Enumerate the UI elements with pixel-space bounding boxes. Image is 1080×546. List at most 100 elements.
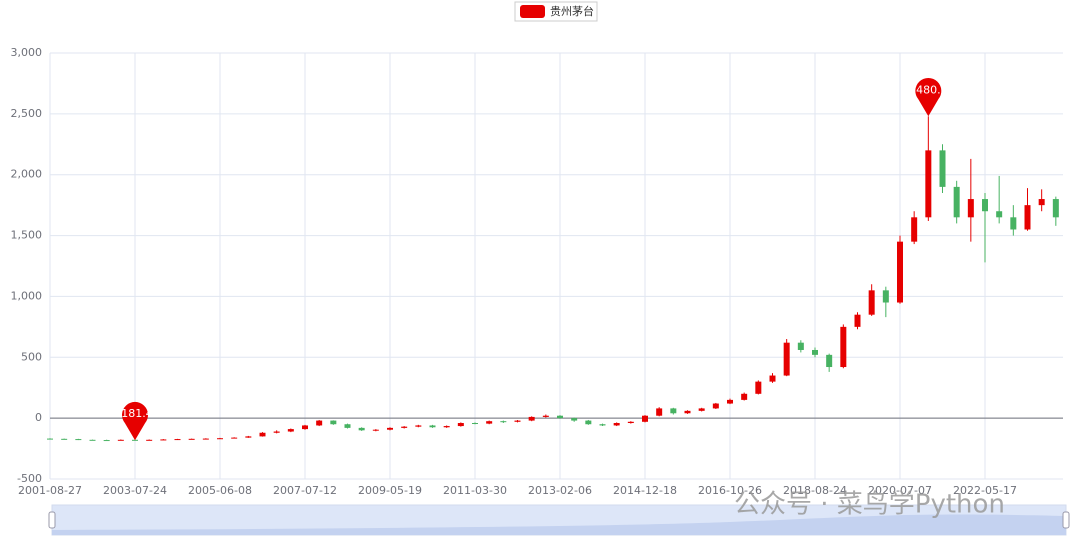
y-tick-label: 1,500 <box>11 229 43 242</box>
candle-body <box>599 424 606 426</box>
candle-body <box>613 423 620 426</box>
candle-body <box>656 408 663 416</box>
candle-body <box>826 354 833 368</box>
candle-body <box>840 326 847 368</box>
candle-body <box>925 150 932 218</box>
candle-body <box>372 429 379 431</box>
x-tick-label: 2014-12-18 <box>613 484 677 497</box>
y-tick-label: 0 <box>35 411 42 424</box>
x-tick-label: 2009-05-19 <box>358 484 422 497</box>
x-tick-label: 2007-07-12 <box>273 484 337 497</box>
candle-body <box>868 290 875 315</box>
zoom-preview <box>52 514 1066 535</box>
x-tick-label: 2001-08-27 <box>18 484 82 497</box>
candle-body <box>472 423 478 425</box>
y-tick-label: 2,000 <box>11 168 43 181</box>
watermark: 公众号 · 菜鸟学Python <box>734 490 1005 520</box>
candle-body <box>245 436 252 438</box>
candle-body <box>457 423 464 427</box>
candle-body <box>217 438 223 440</box>
candle-body <box>160 439 167 441</box>
candle-body <box>47 438 53 440</box>
candle-body <box>727 399 733 404</box>
candle-body <box>854 314 861 327</box>
candle-body <box>967 199 974 218</box>
candle-body <box>344 424 351 428</box>
candle-body <box>89 439 96 441</box>
x-tick-label: 2013-02-06 <box>528 484 592 497</box>
candle-body <box>132 439 138 441</box>
candle-body <box>415 425 422 427</box>
candle-body <box>273 431 280 433</box>
candle-body <box>302 425 308 430</box>
candle-body <box>117 439 124 441</box>
candle-body <box>982 199 988 212</box>
legend[interactable]: 贵州茅台 <box>514 1 598 22</box>
candle-body <box>1052 199 1059 218</box>
mark-pin <box>915 77 942 117</box>
candle-body <box>387 427 393 430</box>
x-tick-label: 2005-06-08 <box>188 484 252 497</box>
x-tick-label: 2022-05-17 <box>953 484 1017 497</box>
candle-body <box>812 349 818 355</box>
candle-body <box>429 425 436 428</box>
mark-label: 2480.0 <box>909 83 948 96</box>
candle-body <box>712 403 719 409</box>
x-tick-label: 2016-10-26 <box>698 484 762 497</box>
candle-body <box>1024 205 1031 230</box>
candle-body <box>882 290 889 303</box>
legend-swatch <box>520 5 545 18</box>
candle-body <box>741 393 748 400</box>
candle-body <box>330 420 337 425</box>
candle-body <box>642 415 648 422</box>
candle-body <box>103 440 110 442</box>
candle-body <box>953 186 960 218</box>
candle-body <box>528 416 535 421</box>
candle-body <box>797 342 804 350</box>
candle-body <box>231 437 238 439</box>
candle-body <box>571 418 578 421</box>
candle-body <box>996 211 1003 218</box>
candle-body <box>514 420 521 422</box>
candle-body <box>627 421 634 424</box>
zoom-handle[interactable] <box>1062 511 1070 529</box>
candle-body <box>202 438 209 440</box>
zoom-handle[interactable] <box>48 511 56 529</box>
y-tick-label: 500 <box>21 350 42 363</box>
legend-label: 贵州茅台 <box>550 4 594 18</box>
candle-body <box>486 421 493 424</box>
candle-body <box>500 421 507 423</box>
candle-body <box>755 381 762 394</box>
x-tick-label: 2011-03-30 <box>443 484 507 497</box>
mark-label: -181.4 <box>117 407 152 420</box>
candle-body <box>557 415 563 419</box>
candle-body <box>316 420 323 426</box>
candle-body <box>174 439 181 441</box>
candle-body <box>670 408 677 414</box>
candle-body <box>146 439 153 441</box>
candle-body <box>287 429 294 432</box>
candle-body <box>188 438 195 440</box>
data-zoom[interactable] <box>48 504 1070 536</box>
candle-body <box>75 439 82 441</box>
candle-body <box>684 410 691 414</box>
candle-body <box>698 408 705 411</box>
candle-body <box>783 342 790 376</box>
candle-body <box>401 426 408 428</box>
x-tick-label: 2003-07-24 <box>103 484 167 497</box>
candle-body <box>61 438 68 440</box>
candle-body <box>911 217 918 242</box>
y-tick-label: 3,000 <box>11 46 43 59</box>
candle-body <box>542 415 549 417</box>
candle-body <box>1010 217 1017 230</box>
candle-body <box>1038 199 1045 206</box>
candle-body <box>358 427 365 431</box>
y-tick-label: 1,000 <box>11 289 43 302</box>
candle-body <box>585 420 592 425</box>
y-tick-label: -500 <box>17 472 42 485</box>
mark-pin <box>122 401 149 441</box>
candle-body <box>443 426 450 428</box>
candle-body <box>939 150 946 187</box>
candle-body <box>897 241 903 303</box>
